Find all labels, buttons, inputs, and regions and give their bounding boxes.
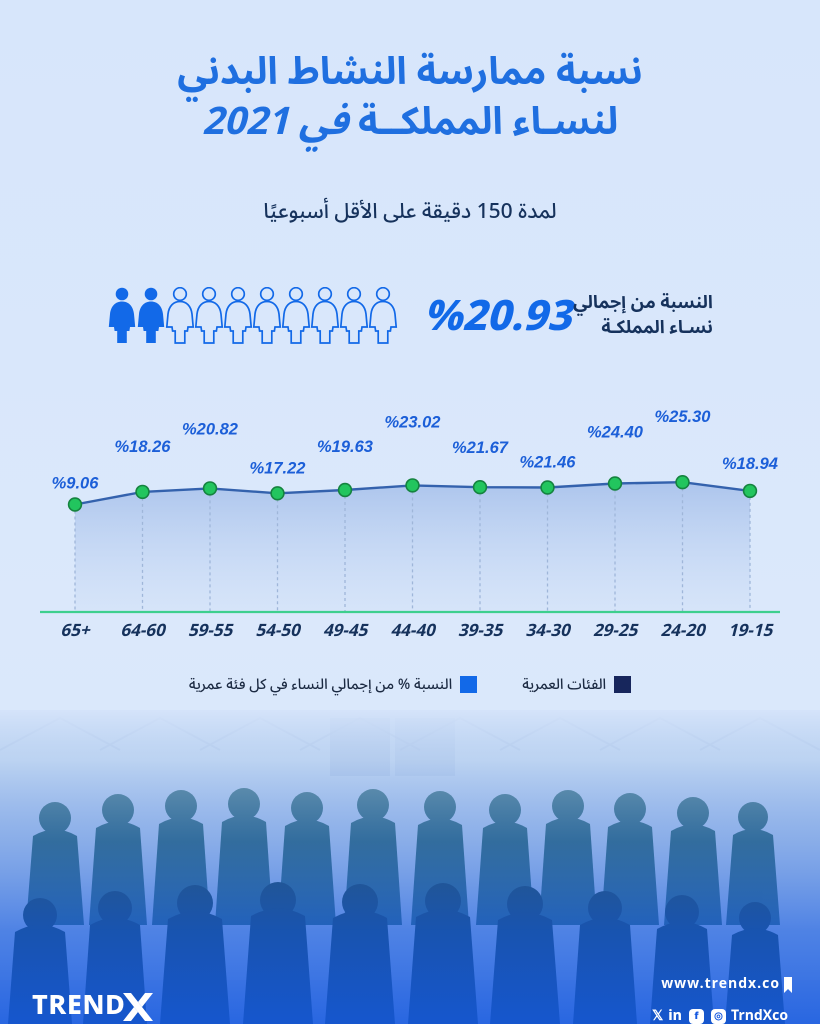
- svg-text:34-30: 34-30: [525, 613, 572, 649]
- svg-text:%21.67: %21.67: [452, 439, 509, 457]
- svg-text:24-20: 24-20: [660, 613, 707, 649]
- svg-text:64-60: 64-60: [120, 613, 167, 649]
- svg-text:59-55: 59-55: [188, 613, 235, 649]
- svg-text:44-40: 44-40: [390, 613, 437, 649]
- svg-text:%21.46: %21.46: [520, 454, 577, 472]
- svg-text:%25.30: %25.30: [655, 408, 712, 426]
- svg-text:%17.22: %17.22: [250, 459, 306, 477]
- svg-text:54-50: 54-50: [255, 613, 302, 649]
- svg-text:%19.63: %19.63: [317, 438, 373, 456]
- svg-text:%24.40: %24.40: [587, 424, 644, 442]
- svg-text:65+: 65+: [60, 613, 90, 649]
- svg-text:%20.82: %20.82: [182, 420, 238, 438]
- svg-text:%23.02: %23.02: [385, 413, 441, 431]
- svg-text:29-25: 29-25: [593, 613, 640, 649]
- svg-text:%9.06: %9.06: [52, 475, 100, 493]
- svg-text:49-45: 49-45: [323, 613, 370, 649]
- svg-text:19-15: 19-15: [728, 613, 775, 649]
- svg-text:%18.94: %18.94: [722, 455, 778, 473]
- svg-text:39-35: 39-35: [458, 613, 505, 649]
- svg-text:%18.26: %18.26: [115, 438, 172, 456]
